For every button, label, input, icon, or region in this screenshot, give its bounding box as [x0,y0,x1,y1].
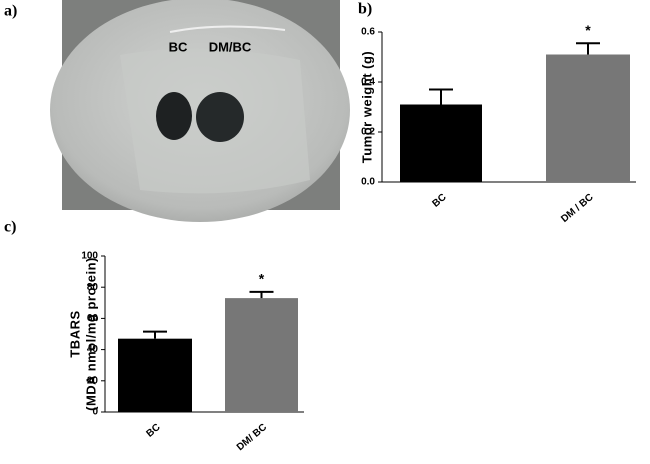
y-tick-label: 100 [81,251,98,262]
error-bar [143,330,167,339]
y-tick-label: 20 [87,375,99,386]
annotation: * [585,22,591,38]
y-tick-label: 40 [87,344,99,355]
photo-label: BC [169,39,188,54]
panel-label: c) [4,219,16,236]
bar [400,104,482,182]
bar [225,298,298,412]
y-tick-label: 0.4 [361,77,375,88]
photo: BC DM/BC [50,0,350,222]
x-tick-label: DM / BC [559,192,595,225]
photo-label: DM/BC [209,39,252,54]
error-bar [249,290,274,299]
y-tick-label: 80 [87,282,99,293]
panel-label: a) [4,3,17,20]
panel-label: b) [358,1,372,18]
tumor [196,92,244,142]
annotation: * [259,271,265,287]
y-axis-label: (MDA nmol/mg protein) [83,257,98,411]
error-bar [576,42,600,55]
x-tick-label: BC [430,192,448,210]
y-tick-label: 0.6 [361,27,375,38]
y-axis-label: Tumor weight (g) [359,51,374,163]
y-tick-label: 0.2 [361,127,375,138]
bar [546,54,630,182]
x-tick-label: DM/ BC [235,422,269,453]
reflection [169,25,286,33]
error-bar [429,88,453,105]
bar [118,338,192,412]
x-tick-label: BC [144,422,162,440]
tumor [156,92,192,140]
y-tick-label: 60 [87,313,99,324]
y-axis-label: TBARS [67,310,82,357]
y-tick-label: 0 [92,407,98,418]
y-tick-label: 0.0 [361,177,375,188]
